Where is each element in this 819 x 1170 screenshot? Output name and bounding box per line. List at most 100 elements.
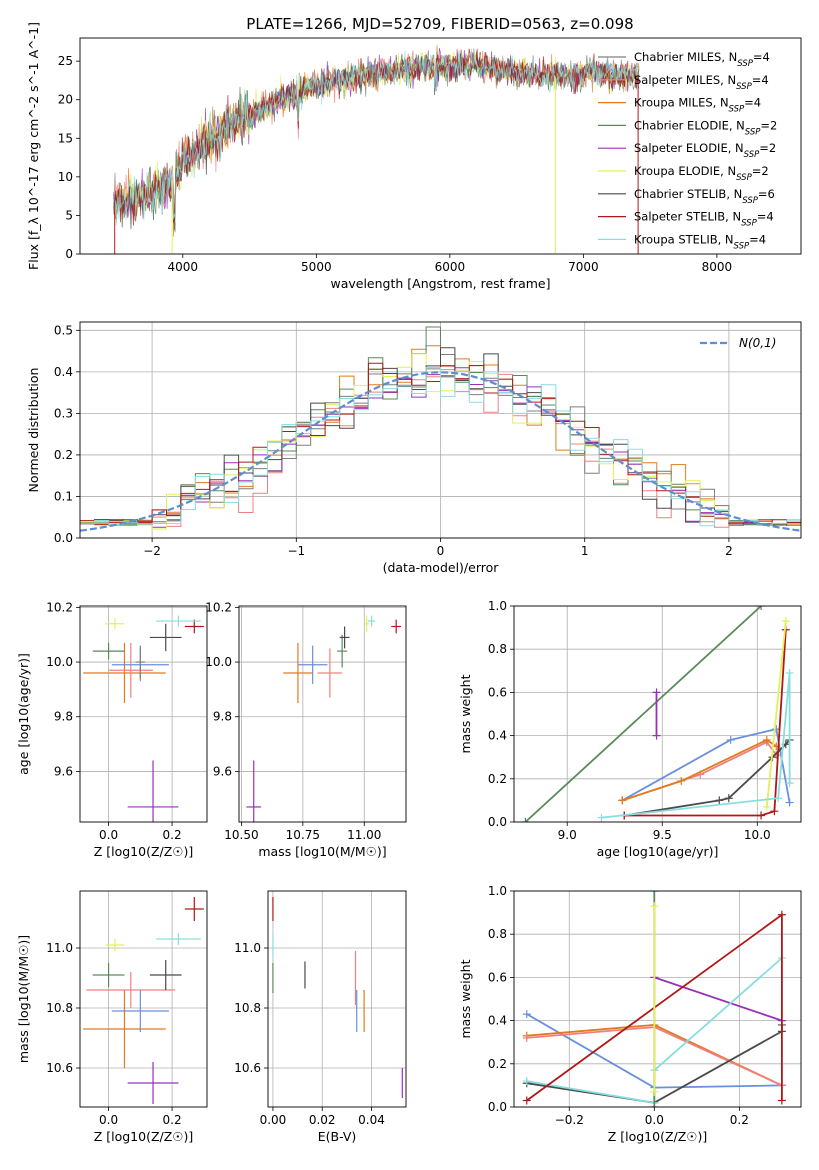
legend-label: Salpeter STELIB, NSSP=4 [634, 210, 774, 229]
weight-marker [785, 779, 794, 788]
x-tick-label: 0.2 [163, 1113, 182, 1127]
x-tick-label: 10.50 [224, 828, 258, 842]
y-tick-label: 0.8 [488, 642, 507, 656]
y-tick-label: 10.0 [46, 655, 73, 669]
plot-area [113, 44, 640, 254]
y-axis-label: mass weight [458, 959, 473, 1038]
grid [268, 891, 406, 1107]
grid [80, 606, 207, 822]
x-tick-label: 0.0 [645, 1113, 664, 1127]
y-tick-label: 10 [58, 170, 73, 184]
y-tick-label: 10.8 [46, 1001, 73, 1015]
x-axis-label: wavelength [Angstrom, rest frame] [330, 276, 550, 291]
weight-marker [774, 794, 783, 803]
y-tick-label: 0.4 [54, 365, 73, 379]
x-tick-label: 2 [725, 544, 733, 558]
x-tick-label: 0.0 [99, 828, 118, 842]
plot-area [246, 615, 402, 822]
mass-weight-vs-metallicity-panel: −0.2 0.0 0.2 0.0 0.2 0.4 0.6 0.8 1.0 Z [log10(Z/Z… [458, 884, 802, 1144]
y-tick-label: 0.5 [54, 323, 73, 337]
y-tick-label: 9.6 [54, 764, 73, 778]
weight-line [654, 976, 783, 1022]
spectrum-panel: 4000 5000 6000 7000 8000 0 5 10 15 20 25 wavelength… [26, 22, 802, 291]
axes-frame [513, 890, 802, 1108]
legend-label: Kroupa STELIB, NSSP=4 [634, 232, 766, 251]
y-tick-label: 1.0 [488, 599, 507, 613]
x-tick-label: 9.5 [653, 828, 672, 842]
y-tick-label: 15 [58, 131, 73, 145]
plot-area [83, 897, 204, 1104]
y-tick-label: 10.0 [205, 655, 232, 669]
x-tick-label: 0.2 [730, 1113, 749, 1127]
x-axis-label: E(B-V) [318, 1129, 357, 1144]
weight-line [765, 621, 787, 807]
y-tick-label: 10.2 [205, 600, 232, 614]
y-tick-label: 9.6 [213, 764, 232, 778]
mass-weight-vs-age-panel: 9.0 9.5 10.0 0.0 0.2 0.4 0.6 0.8 1.0 age [log10(a… [458, 599, 802, 859]
age-vs-metallicity-panel: 0.0 0.2 9.6 9.8 10.0 10.2 Z [log10(Z/Z☉)] age [… [16, 600, 208, 859]
weight-marker [618, 796, 627, 805]
weight-marker [522, 1096, 531, 1105]
axes-frame [79, 890, 208, 1108]
weight-marker [652, 688, 661, 697]
weight-line [622, 740, 778, 802]
y-tick-label: 0.1 [54, 489, 73, 503]
weight-marker [650, 902, 659, 911]
y-axis-label: mass weight [458, 674, 473, 753]
weight-marker [715, 796, 724, 805]
y-tick-label: 10.6 [46, 1061, 73, 1075]
y-tick-label: 0.0 [54, 531, 73, 545]
y-tick-label: 1.0 [488, 884, 507, 898]
weight-marker [726, 735, 735, 744]
residuals-panel: −2 −1 0 1 2 0.0 0.1 0.2 0.3 0.4 0.5 (data-model)/er… [26, 321, 802, 575]
y-tick-label: 9.8 [54, 710, 73, 724]
plot-area [272, 897, 403, 1098]
weight-marker [785, 668, 794, 677]
weight-marker [757, 606, 766, 610]
y-axis-label: Flux [f_λ 10^-17 erg cm^-2 s^-1 A^-1] [26, 22, 41, 270]
x-tick-label: 0.00 [260, 1113, 287, 1127]
y-tick-label: 0.6 [488, 685, 507, 699]
legend-label: Salpeter MILES, NSSP=4 [634, 73, 769, 92]
legend-label: Chabrier MILES, NSSP=4 [634, 50, 770, 69]
x-axis-label: Z [log10(Z/Z☉)] [94, 1129, 194, 1144]
mass-vs-extinction-panel: 0.00 0.02 0.04 10.6 10.8 11.0 E(B-V) [234, 890, 407, 1144]
legend-label: Chabrier STELIB, NSSP=6 [634, 187, 775, 206]
x-tick-label: 0 [437, 544, 445, 558]
weight-marker [522, 1077, 531, 1086]
weight-line [524, 606, 762, 822]
grid [80, 891, 207, 1107]
y-tick-label: 0.6 [488, 970, 507, 984]
x-tick-label: 0.0 [99, 1113, 118, 1127]
x-tick-label: 8000 [702, 260, 733, 274]
y-axis-label: Normed distribution [26, 368, 41, 493]
y-tick-label: 0 [65, 247, 73, 261]
x-tick-label: 0.04 [358, 1113, 385, 1127]
normal-curve [80, 371, 801, 532]
weight-marker [770, 807, 779, 816]
axes-frame [79, 37, 802, 255]
weight-marker [650, 1087, 659, 1096]
histogram-steps [80, 367, 801, 527]
x-tick-label: 9.0 [558, 828, 577, 842]
x-tick-label: 7000 [568, 260, 599, 274]
legend-label: Kroupa MILES, NSSP=4 [634, 96, 761, 115]
y-tick-label: 0.0 [488, 815, 507, 829]
x-tick-label: 10.0 [744, 828, 771, 842]
x-tick-label: 5000 [301, 260, 332, 274]
x-tick-label: 11.00 [347, 828, 381, 842]
weight-marker [521, 818, 530, 822]
weight-marker [597, 813, 606, 822]
weight-marker [762, 735, 771, 744]
y-tick-label: 0.2 [488, 772, 507, 786]
weight-marker [522, 1010, 531, 1019]
y-tick-label: 0.4 [488, 1014, 507, 1028]
plot-area [80, 326, 801, 532]
age-vs-mass-panel: 10.50 10.75 11.00 9.6 9.8 10.0 10.2 mass [log10… [205, 600, 407, 859]
weight-marker [777, 910, 786, 919]
y-tick-label: 11.0 [234, 941, 261, 955]
weight-marker [650, 891, 659, 895]
weight-line [621, 728, 791, 803]
axes-frame [79, 605, 208, 823]
weight-marker [724, 794, 733, 803]
